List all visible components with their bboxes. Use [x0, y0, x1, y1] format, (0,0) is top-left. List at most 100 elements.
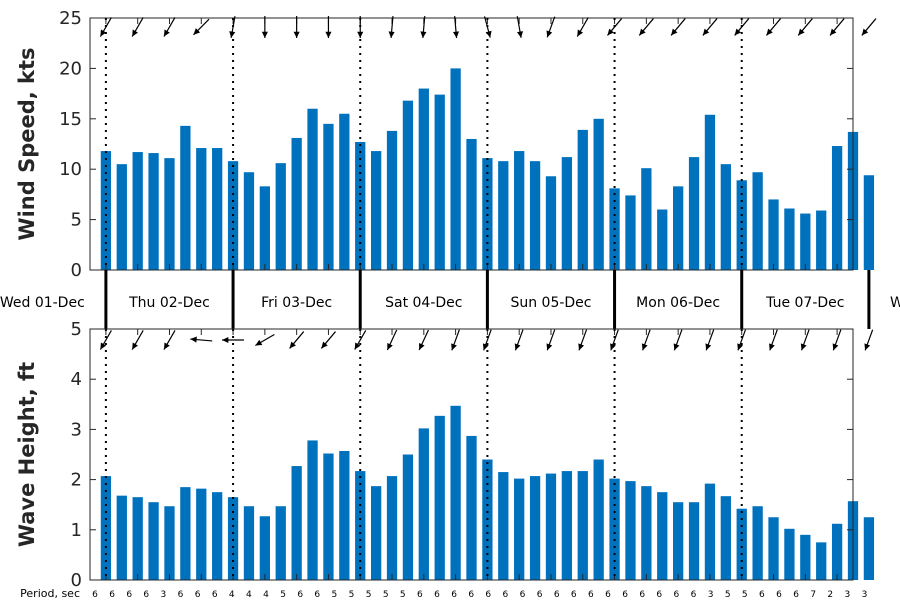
bar: [180, 487, 191, 580]
wind-direction-arrow-icon: [163, 330, 176, 350]
wind-direction-arrow-icon: [293, 16, 300, 38]
bar: [577, 129, 588, 270]
bar: [402, 100, 414, 270]
bar: [816, 210, 827, 270]
arrow-head: [705, 343, 712, 351]
wave-height-panel: 0 1 2 3 4 5 Wave Height, ft: [15, 319, 875, 591]
period-value: 3: [161, 590, 167, 600]
wind-direction-arrow-icon: [420, 15, 427, 39]
bar: [116, 164, 127, 270]
bar: [514, 151, 525, 270]
bar: [116, 495, 127, 580]
arrow-head: [419, 342, 425, 350]
arrow-head: [830, 28, 837, 36]
period-value: 6: [656, 590, 662, 600]
bar: [498, 472, 509, 580]
bar: [593, 459, 604, 580]
wind-direction-arrow-icon: [673, 329, 683, 351]
period-value: 5: [383, 590, 389, 600]
bar: [625, 481, 636, 580]
bar: [164, 506, 175, 580]
wind-direction-arrow-icon: [546, 329, 556, 351]
day-label-strip: Wed 01-Dec Thu 02-Dec Fri 03-Dec Sat 04-Dec…: [0, 270, 900, 329]
arrow-head: [673, 343, 680, 351]
wind-direction-arrow-icon: [418, 329, 430, 351]
bar: [593, 118, 604, 270]
bar: [466, 138, 477, 270]
arrow-head: [607, 28, 614, 36]
bar: [752, 506, 763, 580]
period-value: 6: [588, 590, 594, 600]
arrow-head: [289, 341, 296, 349]
wind-direction-arrow-icon: [765, 18, 782, 36]
bar: [148, 153, 159, 270]
bar: [323, 123, 334, 270]
wind-direction-arrow-icon: [797, 18, 813, 36]
arrow-head: [737, 343, 743, 351]
bar: [514, 478, 525, 580]
wind-direction-arrow-icon: [131, 330, 144, 350]
bar: [816, 542, 827, 580]
arrow-head: [517, 31, 523, 38]
wind-direction-arrow-icon: [514, 329, 524, 351]
y-tick-label: 0: [71, 570, 82, 591]
period-value: 6: [485, 590, 491, 600]
bar: [466, 435, 477, 580]
period-value: 6: [297, 590, 303, 600]
period-value: 6: [178, 590, 184, 600]
period-value: 2: [827, 590, 833, 600]
wind-direction-arrow-icon: [705, 329, 715, 351]
bar: [450, 405, 461, 580]
arrow-head: [832, 343, 839, 351]
period-value: 6: [622, 590, 628, 600]
arrow-head: [354, 342, 361, 350]
period-value: 3: [708, 590, 714, 600]
bar: [561, 157, 573, 270]
bar: [641, 486, 652, 580]
period-value: 5: [366, 590, 372, 600]
arrow-head: [293, 31, 300, 38]
period-value: 5: [742, 590, 748, 600]
bar: [148, 502, 159, 580]
y-tick-label: 15: [59, 109, 82, 130]
period-value: 6: [554, 590, 560, 600]
y-tick-label: 20: [59, 58, 82, 79]
period-value: 6: [639, 590, 645, 600]
bar: [164, 158, 175, 270]
wind-direction-arrow-icon: [734, 18, 750, 36]
arrow-head: [482, 343, 489, 351]
bar: [386, 476, 398, 580]
period-title: Period, sec: [20, 587, 80, 600]
period-value: 5: [332, 590, 338, 600]
bar: [243, 172, 255, 270]
bar: [370, 151, 382, 270]
period-value: 3: [845, 590, 851, 600]
bar: [768, 517, 779, 580]
wind-direction-arrow-icon: [483, 16, 492, 38]
arrow-head: [229, 31, 236, 38]
wind-direction-arrow-icon: [610, 329, 619, 351]
bar: [180, 125, 191, 270]
arrow-head: [387, 342, 393, 350]
bar: [609, 478, 620, 580]
bar: [657, 492, 668, 580]
period-value: 6: [674, 590, 680, 600]
period-value: 6: [520, 590, 526, 600]
bar: [625, 195, 636, 270]
bar: [704, 483, 716, 580]
period-value: 6: [212, 590, 218, 600]
wind-direction-arrow-icon: [702, 18, 718, 36]
wind-direction-arrow-icon: [769, 329, 778, 351]
bar: [291, 137, 302, 270]
wind-direction-arrow-icon: [638, 18, 654, 36]
bar: [323, 453, 334, 580]
period-value: 6: [434, 590, 440, 600]
arrow-head: [766, 28, 773, 36]
bar: [355, 141, 366, 270]
arrow-head: [546, 30, 553, 38]
arrow-head: [357, 31, 364, 38]
arrow-head: [702, 28, 710, 36]
arrow-head: [734, 28, 742, 36]
arrow-head: [100, 342, 107, 350]
arrow-head: [514, 343, 521, 351]
